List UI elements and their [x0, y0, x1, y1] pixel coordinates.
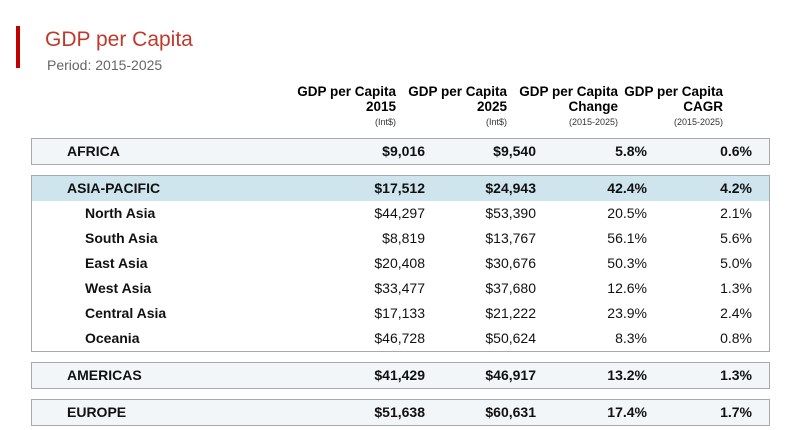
column-header-unit: (Int$) — [374, 117, 396, 127]
column-header-label: GDP per Capita Change — [519, 84, 618, 114]
column-header-label: GDP per Capita CAGR — [624, 84, 723, 114]
column-header-unit: (Int$) — [485, 117, 507, 127]
region-row: EUROPE $51,638 $60,631 17.4% 1.7% — [32, 400, 769, 425]
subregion-row: Oceania $46,728 $50,624 8.3% 0.8% — [32, 326, 769, 351]
column-header-unit: (2015-2025) — [673, 117, 723, 127]
page-subtitle: Period: 2015-2025 — [47, 57, 163, 73]
subregion-name: East Asia — [85, 255, 148, 271]
gdp-2015-cell: $33,477 — [374, 280, 425, 296]
column-header-label: GDP per Capita 2015 — [297, 84, 396, 114]
gdp-change-cell: 42.4% — [607, 180, 647, 196]
subregion-name: South Asia — [85, 230, 158, 246]
gdp-2025-cell: $21,222 — [485, 305, 536, 321]
gdp-cagr-cell: 5.0% — [720, 255, 752, 271]
gdp-2015-cell: $44,297 — [374, 205, 425, 221]
gdp-cagr-cell: 2.1% — [720, 205, 752, 221]
column-header-2015: GDP per Capita 2015 (Int$) — [256, 84, 396, 127]
subregion-name: North Asia — [85, 205, 156, 221]
region-row: ASIA-PACIFIC $17,512 $24,943 42.4% 4.2% — [32, 176, 769, 201]
column-header-2025: GDP per Capita 2025 (Int$) — [367, 84, 507, 127]
region-name: AMERICAS — [67, 367, 142, 383]
column-header-cagr: GDP per Capita CAGR (2015-2025) — [583, 84, 723, 127]
gdp-cagr-cell: 1.3% — [720, 367, 752, 383]
gdp-change-cell: 50.3% — [607, 255, 647, 271]
region-group: ASIA-PACIFIC $17,512 $24,943 42.4% 4.2% North… — [31, 175, 770, 352]
gdp-cagr-cell: 1.3% — [720, 280, 752, 296]
subregion-row: Central Asia $17,133 $21,222 23.9% 2.4% — [32, 301, 769, 326]
gdp-change-cell: 17.4% — [607, 404, 647, 420]
subregion-row: North Asia $44,297 $53,390 20.5% 2.1% — [32, 201, 769, 226]
region-name: EUROPE — [67, 404, 127, 420]
gdp-change-cell: 5.8% — [615, 143, 647, 159]
region-name: AFRICA — [67, 143, 120, 159]
gdp-2025-cell: $37,680 — [485, 280, 536, 296]
page-title: GDP per Capita — [45, 28, 193, 51]
gdp-change-cell: 56.1% — [607, 230, 647, 246]
gdp-cagr-cell: 1.7% — [720, 404, 752, 420]
gdp-2015-cell: $17,133 — [374, 305, 425, 321]
column-header-label: GDP per Capita 2025 — [408, 84, 507, 114]
gdp-2025-cell: $9,540 — [493, 143, 536, 159]
gdp-2015-cell: $41,429 — [374, 367, 425, 383]
gdp-cagr-cell: 5.6% — [720, 230, 752, 246]
subregion-row: West Asia $33,477 $37,680 12.6% 1.3% — [32, 276, 769, 301]
gdp-cagr-cell: 0.6% — [720, 143, 752, 159]
gdp-2025-cell: $30,676 — [485, 255, 536, 271]
region-name: ASIA-PACIFIC — [67, 180, 161, 196]
region-group: AFRICA $9,016 $9,540 5.8% 0.6% — [31, 138, 770, 165]
gdp-change-cell: 20.5% — [607, 205, 647, 221]
gdp-2015-cell: $8,819 — [382, 230, 425, 246]
gdp-2015-cell: $46,728 — [374, 330, 425, 346]
subregion-name: Oceania — [85, 330, 140, 346]
gdp-2015-cell: $17,512 — [374, 180, 425, 196]
region-row: AMERICAS $41,429 $46,917 13.2% 1.3% — [32, 363, 769, 388]
gdp-2025-cell: $50,624 — [485, 330, 536, 346]
subregion-name: Central Asia — [85, 305, 167, 321]
column-header-unit: (2015-2025) — [568, 117, 618, 127]
gdp-change-cell: 13.2% — [607, 367, 647, 383]
title-accent-bar — [16, 26, 20, 68]
gdp-2015-cell: $51,638 — [374, 404, 425, 420]
gdp-change-cell: 12.6% — [607, 280, 647, 296]
region-group: EUROPE $51,638 $60,631 17.4% 1.7% — [31, 399, 770, 426]
column-header-change: GDP per Capita Change (2015-2025) — [478, 84, 618, 127]
gdp-2015-cell: $9,016 — [382, 143, 425, 159]
region-group: AMERICAS $41,429 $46,917 13.2% 1.3% — [31, 362, 770, 389]
gdp-change-cell: 23.9% — [607, 305, 647, 321]
gdp-2015-cell: $20,408 — [374, 255, 425, 271]
subregion-row: East Asia $20,408 $30,676 50.3% 5.0% — [32, 251, 769, 276]
gdp-2025-cell: $46,917 — [485, 367, 536, 383]
subregion-row: South Asia $8,819 $13,767 56.1% 5.6% — [32, 226, 769, 251]
gdp-cagr-cell: 0.8% — [720, 330, 752, 346]
gdp-2025-cell: $60,631 — [485, 404, 536, 420]
subregion-name: West Asia — [85, 280, 152, 296]
gdp-cagr-cell: 2.4% — [720, 305, 752, 321]
gdp-2025-cell: $53,390 — [485, 205, 536, 221]
gdp-change-cell: 8.3% — [615, 330, 647, 346]
gdp-cagr-cell: 4.2% — [720, 180, 752, 196]
region-row: AFRICA $9,016 $9,540 5.8% 0.6% — [32, 139, 769, 164]
gdp-2025-cell: $13,767 — [485, 230, 536, 246]
gdp-2025-cell: $24,943 — [485, 180, 536, 196]
